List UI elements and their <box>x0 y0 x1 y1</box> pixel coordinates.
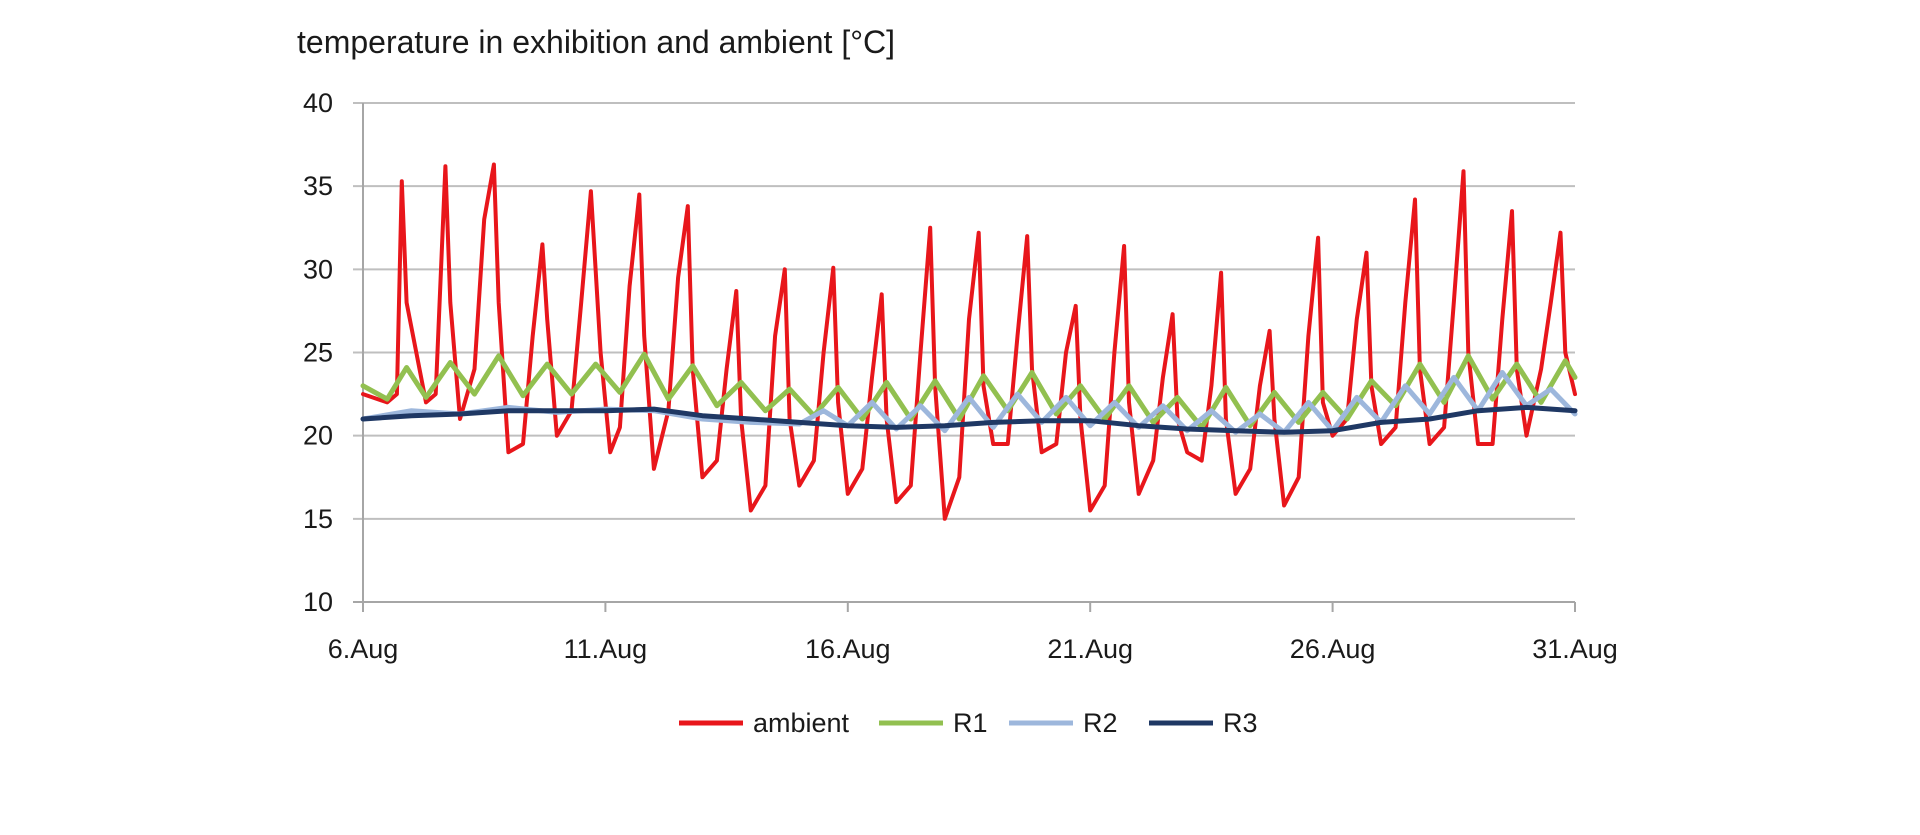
series-lines <box>360 162 1578 521</box>
gridlines <box>353 102 1575 603</box>
y-tick-label: 35 <box>303 171 333 201</box>
series-line-r1 <box>360 351 1578 430</box>
x-tick-label: 6.Aug <box>328 634 399 664</box>
x-tick-label: 11.Aug <box>564 634 648 664</box>
y-tick-label: 40 <box>303 88 333 118</box>
x-tick-label: 16.Aug <box>805 634 891 664</box>
y-tick-label: 30 <box>303 254 333 284</box>
legend-label-r1: R1 <box>953 708 988 738</box>
axes: 10 15 20 25 30 35 40 6.Aug 11.Aug 16.Aug 21.Aug 26.… <box>303 88 1618 664</box>
x-tick-label: 26.Aug <box>1290 634 1376 664</box>
legend-label-r2: R2 <box>1083 708 1118 738</box>
series-line-r2 <box>360 370 1578 435</box>
series-line-ambient <box>361 162 1577 521</box>
legend-label-r3: R3 <box>1223 708 1258 738</box>
legend: ambient R1 R2 R3 <box>679 708 1258 738</box>
y-tick-label: 15 <box>303 504 333 534</box>
y-tick-label: 20 <box>303 421 333 451</box>
x-tick-label: 21.Aug <box>1047 634 1133 664</box>
y-tick-label: 10 <box>303 587 333 617</box>
x-tick-label: 31.Aug <box>1532 634 1618 664</box>
series-line-r3 <box>360 404 1578 435</box>
y-tick-label: 25 <box>303 338 333 368</box>
legend-label-ambient: ambient <box>753 708 850 738</box>
chart-title: temperature in exhibition and ambient [°… <box>297 24 896 60</box>
